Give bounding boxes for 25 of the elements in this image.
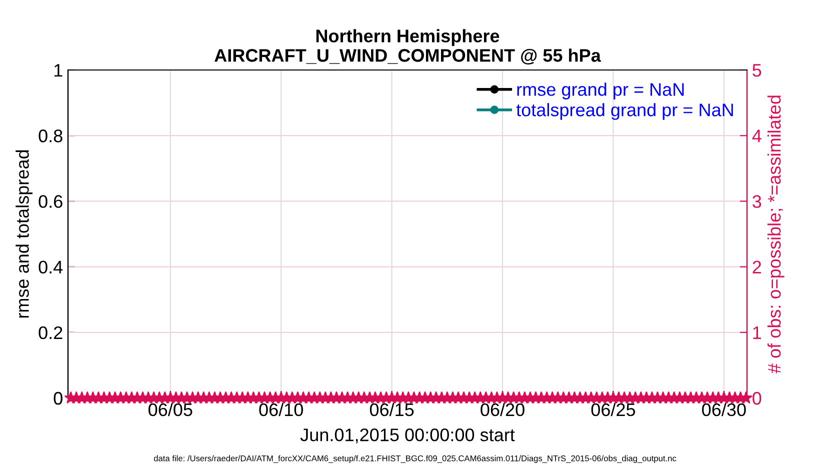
y-tick-label: 1 <box>54 64 62 77</box>
y-tick-label: 0.6 <box>38 195 62 208</box>
x-tick-label: 06/15 <box>370 402 414 416</box>
x-tick-label: 06/05 <box>148 402 192 416</box>
legend-label: rmse grand pr = NaN <box>517 82 684 100</box>
x-tick-label: 06/20 <box>480 402 524 416</box>
y2-tick-label: 3 <box>752 195 762 208</box>
y2-tick-label: 1 <box>753 326 762 339</box>
legend-label: totalspread grand pr = NaN <box>516 103 733 120</box>
y2-tick-label: 0 <box>752 392 762 405</box>
y2-tick-label: 5 <box>752 64 762 77</box>
x-axis-title: Jun.01,2015 00:00:00 start <box>300 428 515 444</box>
y2-axis-title: # of obs: o=possible; *=assimilated <box>767 96 784 374</box>
y-tick-label: 0.8 <box>38 130 62 142</box>
x-tick-label: 06/10 <box>259 402 303 416</box>
y2-tick-label: 2 <box>752 260 761 274</box>
x-tick-label: 06/30 <box>702 402 746 416</box>
text: data file: /Users/raeder/DAI/ATM_forcXX/CAM6_setup/f.e21.FHIST_BGC.f09_025.CAM6assim.011/Diags_NTrS_2015-06/obs_diag_output.nc <box>154 455 676 463</box>
chart-title: Northern Hemisphere AIRCRAFT_U_WIND_COMPONENT @ 55 hPa <box>214 29 602 65</box>
y-axis-title: rmse and totalspread <box>16 150 32 318</box>
y-tick-label: 0.4 <box>38 260 63 274</box>
y-tick-label: 0.2 <box>38 326 62 340</box>
y2-tick-label: 4 <box>752 130 762 142</box>
x-tick-label: 06/25 <box>591 402 636 416</box>
y-tick-label: 0 <box>54 392 62 405</box>
